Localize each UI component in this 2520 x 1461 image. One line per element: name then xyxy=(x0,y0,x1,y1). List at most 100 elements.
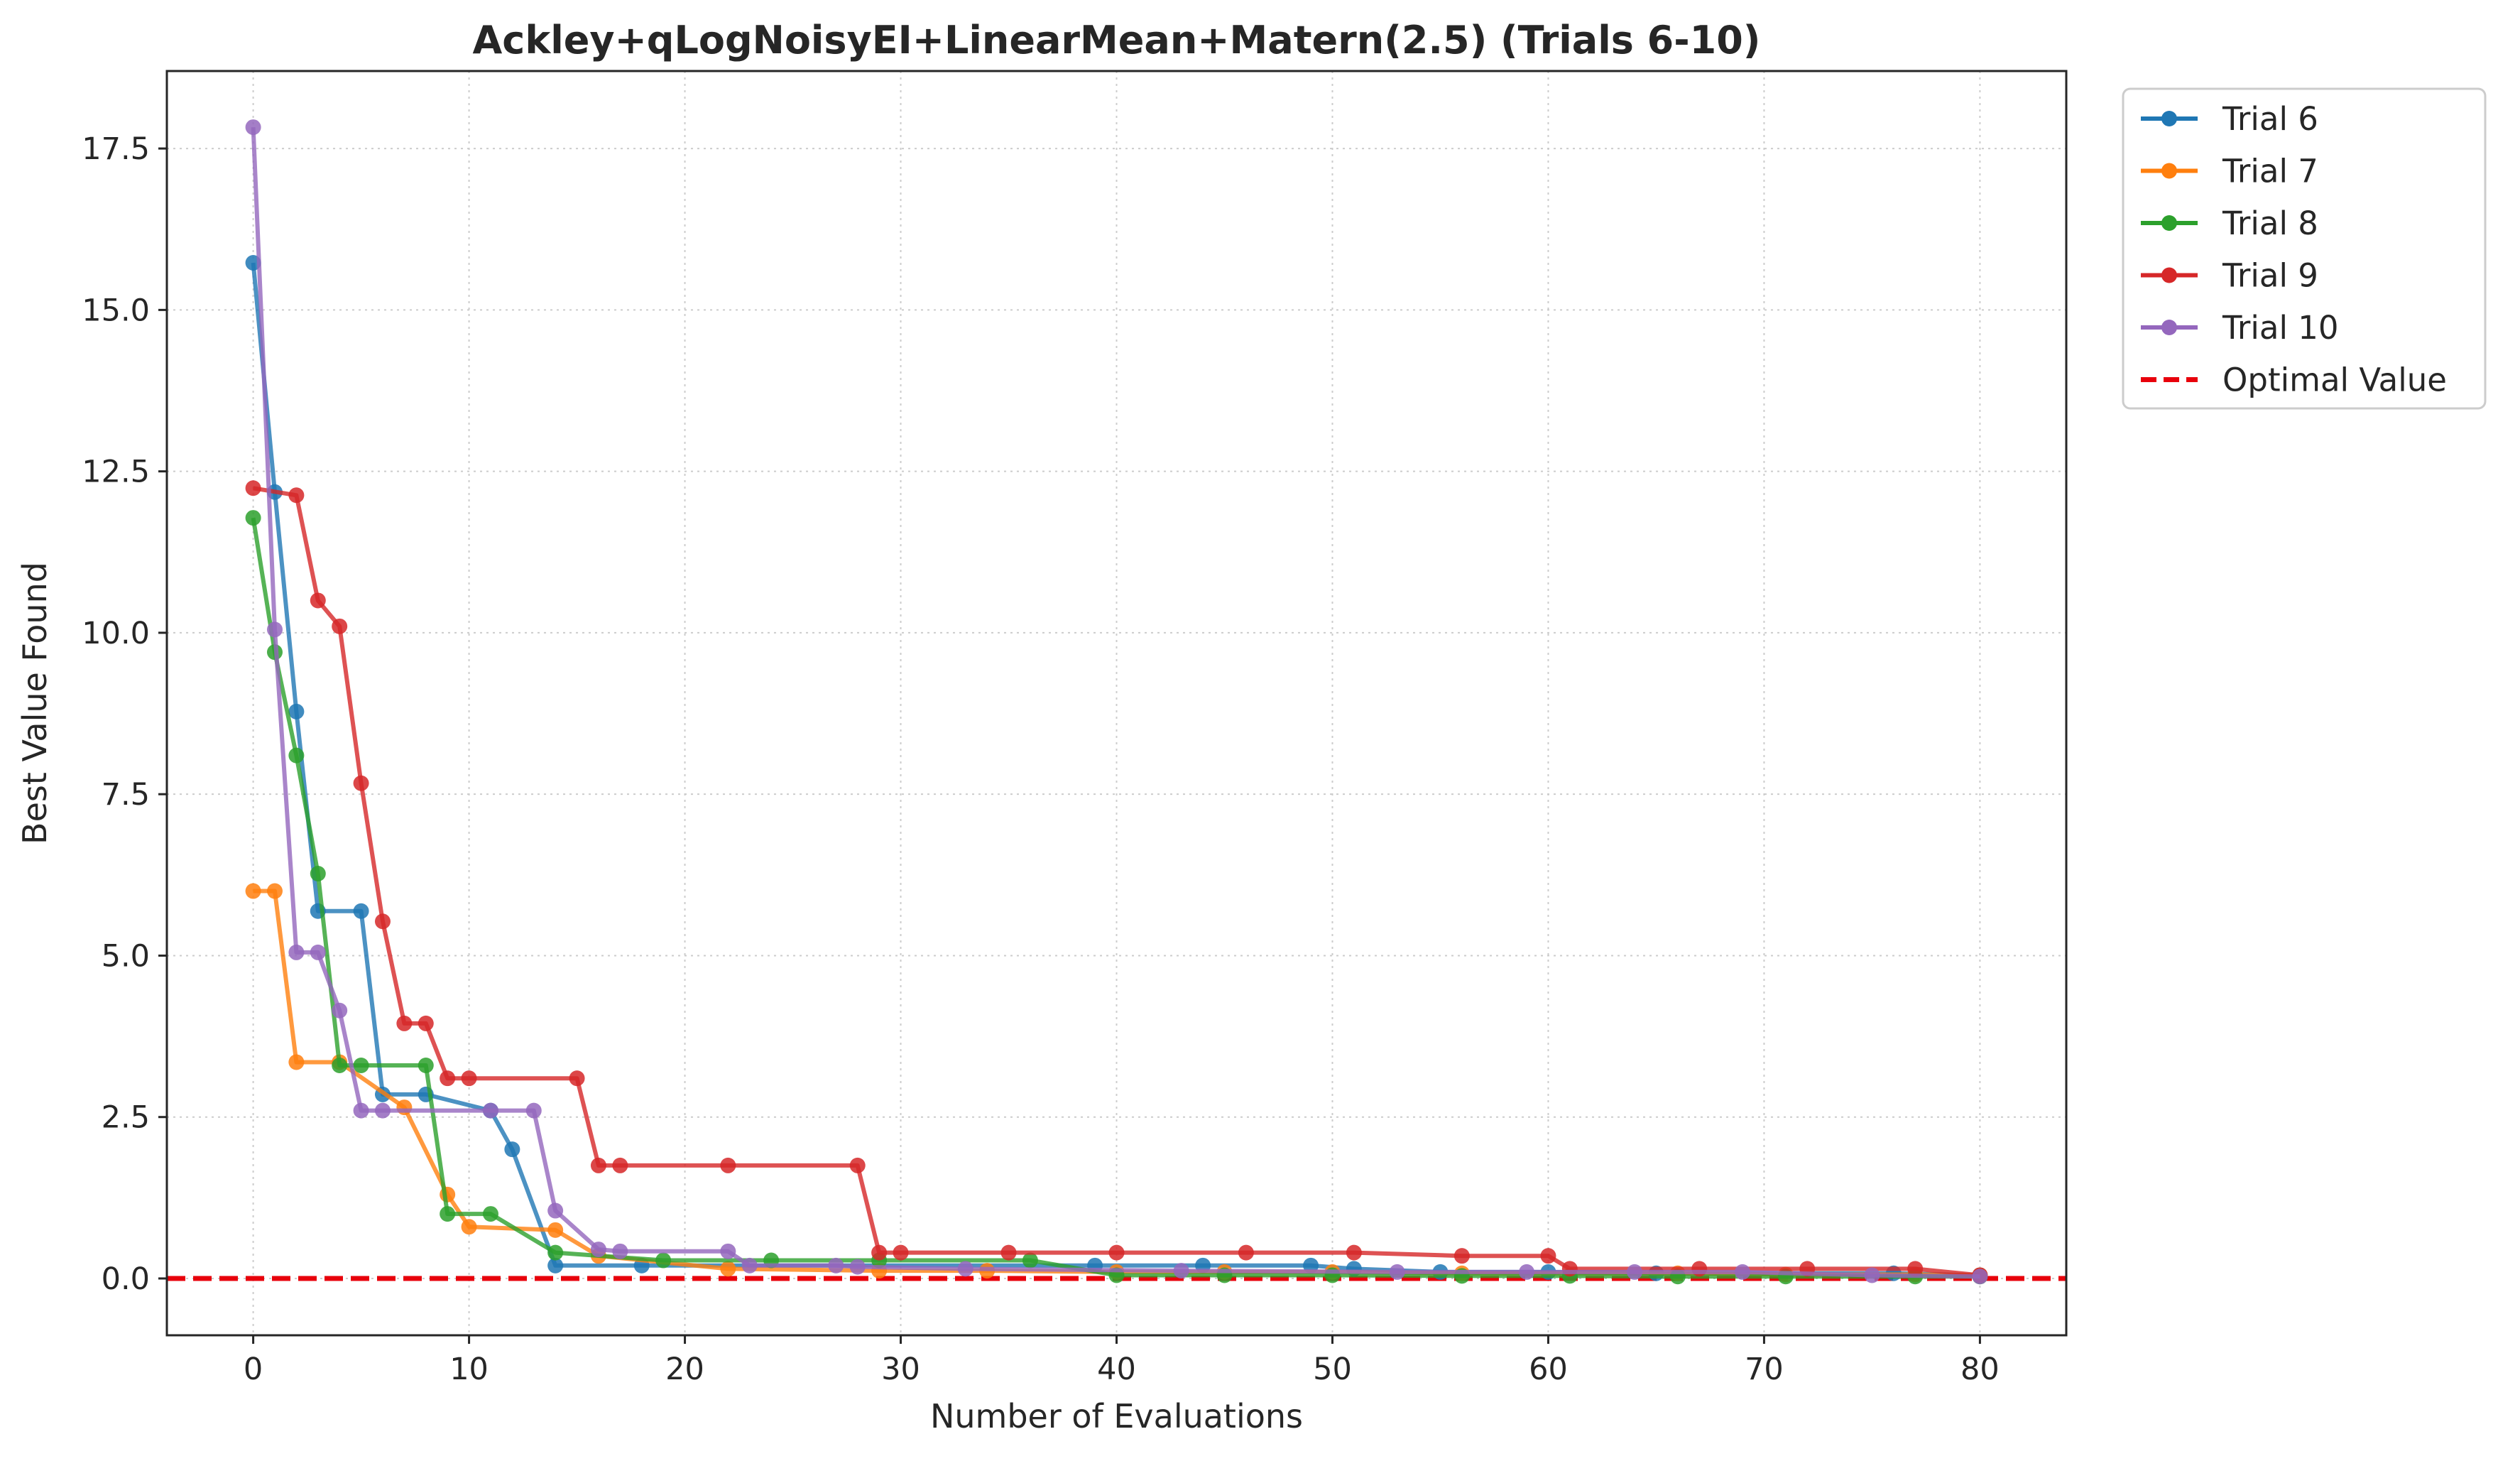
series-point xyxy=(461,1070,477,1087)
legend-entry: Trial 8 xyxy=(2141,205,2318,242)
series-point xyxy=(1173,1263,1189,1279)
series-point xyxy=(396,1099,413,1116)
series-point xyxy=(482,1102,498,1119)
series-point xyxy=(396,1015,413,1031)
series-point xyxy=(288,703,305,719)
x-tick-label: 70 xyxy=(1745,1352,1784,1387)
series-point xyxy=(547,1202,564,1219)
series-point xyxy=(418,1015,434,1031)
legend-box xyxy=(2122,87,2487,410)
series-point xyxy=(547,1244,564,1261)
series-point xyxy=(245,119,261,136)
series-point xyxy=(310,592,326,609)
series-point xyxy=(374,1102,391,1119)
series-point xyxy=(1907,1261,1924,1277)
series-point xyxy=(1691,1261,1708,1277)
y-tick-label: 12.5 xyxy=(82,455,150,490)
series-point xyxy=(849,1157,866,1173)
series-point xyxy=(1519,1264,1535,1280)
series-point xyxy=(612,1157,628,1173)
series-trial-9 xyxy=(245,480,1988,1283)
y-axis-label: Best Value Found xyxy=(16,562,54,844)
x-tick-label: 10 xyxy=(449,1352,489,1387)
series-point xyxy=(720,1261,736,1277)
series-point xyxy=(288,944,305,960)
series-point xyxy=(288,1054,305,1070)
series-point xyxy=(353,1102,369,1119)
series-point xyxy=(547,1222,564,1238)
series-point xyxy=(1627,1264,1643,1280)
series-point xyxy=(1000,1244,1017,1261)
legend: Trial 6 Trial 7 Trial 8 Trial 9 Trial 10 Opti… xyxy=(2122,87,2487,410)
series-point xyxy=(741,1257,758,1273)
legend-label: Optimal Value xyxy=(2222,362,2447,399)
y-tick-label: 15.0 xyxy=(82,293,150,328)
legend-label: Trial 6 xyxy=(2222,100,2318,138)
series-point xyxy=(1108,1244,1125,1261)
legend-entry: Trial 6 xyxy=(2141,100,2318,138)
series-point xyxy=(1972,1269,1988,1285)
series-point xyxy=(525,1102,542,1119)
series-point xyxy=(288,487,305,504)
x-tick-label: 40 xyxy=(1097,1352,1136,1387)
series-point xyxy=(461,1219,477,1235)
series-point xyxy=(310,944,326,960)
series-point xyxy=(849,1259,866,1275)
x-tick-label: 60 xyxy=(1529,1352,1568,1387)
grid-layer xyxy=(167,71,2066,1335)
series-point xyxy=(288,747,305,764)
series-point xyxy=(1022,1252,1038,1269)
series-trial-10 xyxy=(245,119,1988,1285)
x-tick-label: 50 xyxy=(1313,1352,1352,1387)
legend-label: Trial 8 xyxy=(2222,205,2318,242)
tick-layer: 0 10 20 30 40 50 60 70 80 0.0 2.5 5.0 7.5 10.0 12.5 15.… xyxy=(82,131,2000,1387)
legend-entry: Trial 7 xyxy=(2141,153,2318,190)
x-tick-label: 30 xyxy=(881,1352,920,1387)
legend-entry: Optimal Value xyxy=(2141,362,2447,399)
series-point xyxy=(245,480,261,496)
series-point xyxy=(1238,1244,1254,1261)
series-point xyxy=(332,618,348,634)
series-point xyxy=(957,1261,973,1277)
legend-label: Trial 9 xyxy=(2222,257,2318,295)
series-point xyxy=(1453,1248,1470,1264)
series-point xyxy=(266,621,283,638)
series-line xyxy=(253,486,1980,1278)
series-point xyxy=(332,1058,348,1073)
series-point xyxy=(1864,1267,1880,1283)
series-point xyxy=(1346,1244,1362,1261)
x-axis-label: Number of Evaluations xyxy=(930,1397,1303,1435)
series-point xyxy=(590,1157,606,1173)
x-tick-label: 20 xyxy=(665,1352,704,1387)
series-point xyxy=(612,1243,628,1259)
legend-swatch-marker xyxy=(2161,320,2177,335)
series-point xyxy=(871,1244,888,1261)
legend-label: Trial 7 xyxy=(2222,153,2318,190)
series-point xyxy=(828,1257,844,1273)
series-point xyxy=(482,1206,498,1222)
y-tick-label: 5.0 xyxy=(102,938,150,974)
legend-swatch-marker xyxy=(2161,163,2177,179)
x-tick-label: 80 xyxy=(1960,1352,2000,1387)
legend-swatch-marker xyxy=(2161,267,2177,283)
series-point xyxy=(655,1252,672,1269)
y-tick-label: 2.5 xyxy=(102,1100,150,1136)
series-point xyxy=(245,510,261,526)
x-tick-label: 0 xyxy=(244,1352,263,1387)
series-point xyxy=(440,1206,456,1222)
series-line xyxy=(251,126,1980,1279)
chart-title: Ackley+qLogNoisyEI+LinearMean+Matern(2.5… xyxy=(473,18,1761,63)
series-point xyxy=(504,1141,520,1158)
series-point xyxy=(245,883,261,899)
series-point xyxy=(374,913,391,930)
y-tick-label: 10.0 xyxy=(82,616,150,651)
series-point xyxy=(1735,1264,1751,1280)
series-point xyxy=(1389,1264,1405,1280)
series-point xyxy=(266,883,283,899)
series-point xyxy=(440,1070,456,1087)
y-tick-label: 17.5 xyxy=(82,131,150,167)
series-point xyxy=(332,1002,348,1019)
series-point xyxy=(547,1257,564,1273)
series-point xyxy=(720,1157,736,1173)
